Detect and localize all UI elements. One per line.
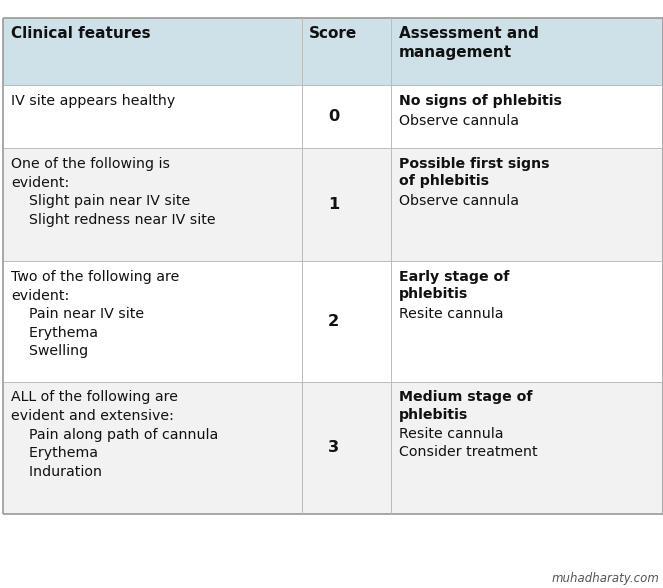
Text: IV site appears healthy: IV site appears healthy [11,94,176,108]
Bar [3,382,663,514]
Text: 0: 0 [328,109,339,124]
Bar [3,148,663,261]
Text: Clinical features: Clinical features [11,26,151,42]
Text: Assessment and
management: Assessment and management [399,26,539,60]
Text: 3: 3 [328,440,339,455]
Text: One of the following is
evident:
    Slight pain near IV site
    Slight redness: One of the following is evident: Slight … [11,157,216,227]
Text: ALL of the following are
evident and extensive:
    Pain along path of cannula
 : ALL of the following are evident and ext… [11,390,219,479]
Text: Score: Score [310,26,357,42]
Text: muhadharaty.com: muhadharaty.com [552,572,660,585]
Text: Medium stage of
phlebitis: Medium stage of phlebitis [399,390,532,422]
Bar [3,261,663,382]
Text: Observe cannula: Observe cannula [399,193,519,208]
Bar [3,18,663,85]
Text: Resite cannula
Consider treatment: Resite cannula Consider treatment [399,427,538,459]
Text: Resite cannula: Resite cannula [399,306,504,320]
Text: Early stage of
phlebitis: Early stage of phlebitis [399,270,509,301]
Text: Observe cannula: Observe cannula [399,114,519,128]
Text: 2: 2 [328,314,339,329]
Bar [3,85,663,148]
Text: Two of the following are
evident:
    Pain near IV site
    Erythema
    Swellin: Two of the following are evident: Pain n… [11,270,180,358]
Text: 1: 1 [328,197,339,212]
Text: No signs of phlebitis: No signs of phlebitis [399,94,562,108]
Text: Possible first signs
of phlebitis: Possible first signs of phlebitis [399,157,550,188]
